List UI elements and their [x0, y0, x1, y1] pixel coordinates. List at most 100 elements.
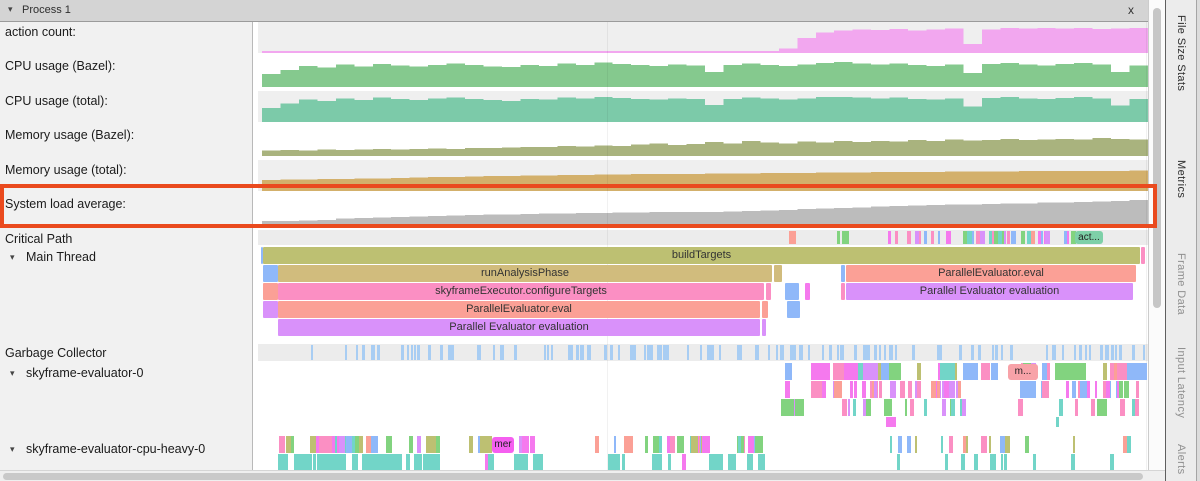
critical-path-track[interactable]: act...	[258, 230, 1148, 245]
event-tick	[937, 381, 941, 398]
event-tick	[712, 345, 715, 360]
event-tick	[1006, 231, 1011, 244]
event-tick	[1021, 231, 1026, 244]
counter-chart-action-count[interactable]	[258, 22, 1148, 53]
flame-block[interactable]	[774, 265, 782, 282]
event-tick	[978, 345, 981, 360]
flame-block-parallel-evaluator-evaluation[interactable]: Parallel Evaluator evaluation	[846, 283, 1133, 300]
garbage-collector-track[interactable]	[258, 344, 1148, 361]
timeline-area[interactable]: act... buildTargets runAnalysisPhase Parall…	[258, 22, 1148, 470]
event-tick	[1097, 399, 1101, 416]
event-tick	[310, 436, 317, 453]
flame-block[interactable]	[261, 247, 263, 264]
event-badge-mer[interactable]: mer	[492, 437, 514, 453]
flame-block-runanalysisphase[interactable]: runAnalysisPhase	[278, 265, 772, 282]
flame-block[interactable]	[841, 265, 845, 282]
event-tick	[739, 345, 743, 360]
flame-block[interactable]	[766, 283, 771, 300]
collapse-arrow-icon[interactable]: ▾	[10, 368, 15, 378]
event-tick	[699, 345, 702, 360]
event-tick	[492, 345, 496, 360]
event-tick	[795, 399, 805, 416]
process-header[interactable]: ▾ Process 1 x	[0, 0, 1148, 22]
event-tick	[1074, 399, 1079, 416]
event-tick	[648, 345, 651, 360]
flame-block[interactable]	[263, 301, 278, 318]
row-label-action-count: action count:	[5, 25, 76, 39]
event-tick	[792, 345, 795, 360]
event-tick	[682, 454, 687, 470]
row-label-cpu-usage-total: CPU usage (total):	[5, 94, 108, 108]
event-tick	[610, 345, 613, 360]
track-label-column: action count: CPU usage (Bazel): CPU usage…	[0, 22, 253, 470]
event-tick	[567, 345, 571, 360]
flame-block[interactable]	[263, 283, 278, 300]
event-tick	[1058, 399, 1064, 416]
event-tick	[846, 231, 850, 244]
event-tick	[988, 231, 993, 244]
event-tick	[316, 454, 325, 470]
event-tick	[959, 399, 962, 416]
event-tick	[873, 381, 877, 398]
counter-chart-cpu-usage-total[interactable]	[258, 91, 1148, 122]
event-tick	[1054, 345, 1057, 360]
row-label-critical-path: Critical Path	[5, 232, 73, 246]
flame-block[interactable]	[785, 283, 799, 300]
counter-chart-cpu-usage-bazel[interactable]	[258, 56, 1148, 87]
event-tick	[669, 454, 672, 470]
event-tick	[416, 436, 421, 453]
flame-block-parallel-evaluator-evaluation[interactable]: Parallel Evaluator evaluation	[278, 319, 760, 336]
event-tick	[633, 345, 637, 360]
tab-metrics[interactable]: Metrics	[1175, 160, 1187, 199]
event-tick	[667, 436, 670, 453]
tab-alerts[interactable]: Alerts	[1175, 444, 1187, 475]
counter-chart-memory-usage-total[interactable]	[258, 160, 1148, 191]
event-tick	[525, 454, 529, 470]
event-tick	[468, 436, 473, 453]
flame-block-parallelevaluator-eval[interactable]: ParallelEvaluator.eval	[846, 265, 1136, 282]
tab-file-size-stats[interactable]: File Size Stats	[1175, 15, 1187, 92]
event-tick	[898, 436, 902, 453]
flame-block-skyframeexecutor-configuretargets[interactable]: skyframeExecutor.configureTargets	[278, 283, 764, 300]
flame-block[interactable]	[263, 265, 278, 282]
flame-block[interactable]	[787, 301, 800, 318]
horizontal-scrollbar-thumb[interactable]	[3, 473, 1143, 480]
event-tick	[1131, 399, 1137, 416]
counter-chart-memory-usage-bazel[interactable]	[258, 125, 1148, 156]
event-tick	[1100, 345, 1103, 360]
event-tick	[887, 399, 892, 416]
event-tick	[982, 436, 988, 453]
event-tick	[776, 345, 779, 360]
counter-chart-system-load-average[interactable]	[258, 194, 1148, 225]
event-badge-act[interactable]: act...	[1075, 231, 1103, 244]
skyframe-evaluator-cpu-heavy-0-track[interactable]: mer	[258, 436, 1148, 470]
collapse-arrow-icon[interactable]: ▾	[10, 252, 15, 262]
vertical-scrollbar-thumb[interactable]	[1153, 8, 1161, 308]
collapse-arrow-icon[interactable]: ▾	[10, 444, 15, 454]
flame-block-parallelevaluator-eval[interactable]: ParallelEvaluator.eval	[278, 301, 760, 318]
event-tick	[836, 345, 840, 360]
flame-block-buildtargets[interactable]: buildTargets	[263, 247, 1140, 264]
event-tick	[651, 454, 656, 470]
horizontal-scrollbar[interactable]	[0, 470, 1165, 481]
event-tick	[1102, 363, 1107, 380]
event-tick	[476, 345, 479, 360]
close-button[interactable]: x	[1128, 3, 1134, 17]
event-tick	[939, 363, 956, 380]
event-badge-m[interactable]: m...	[1008, 364, 1038, 380]
tab-input-latency[interactable]: Input Latency	[1175, 347, 1187, 419]
flame-block[interactable]	[762, 301, 768, 318]
flame-block[interactable]	[805, 283, 810, 300]
flame-block[interactable]	[841, 283, 845, 300]
flame-block[interactable]	[762, 319, 766, 336]
collapse-arrow-icon[interactable]: ▾	[8, 4, 13, 14]
flame-block[interactable]	[1141, 247, 1145, 264]
row-label-cpu-usage-bazel: CPU usage (Bazel):	[5, 59, 116, 73]
event-tick	[1030, 231, 1035, 244]
event-tick	[785, 363, 793, 380]
skyframe-evaluator-0-track[interactable]: m...	[258, 363, 1148, 427]
event-tick	[1091, 399, 1096, 416]
tab-frame-data[interactable]: Frame Data	[1175, 253, 1187, 316]
event-tick	[1143, 345, 1146, 360]
vertical-scrollbar[interactable]	[1148, 0, 1165, 470]
